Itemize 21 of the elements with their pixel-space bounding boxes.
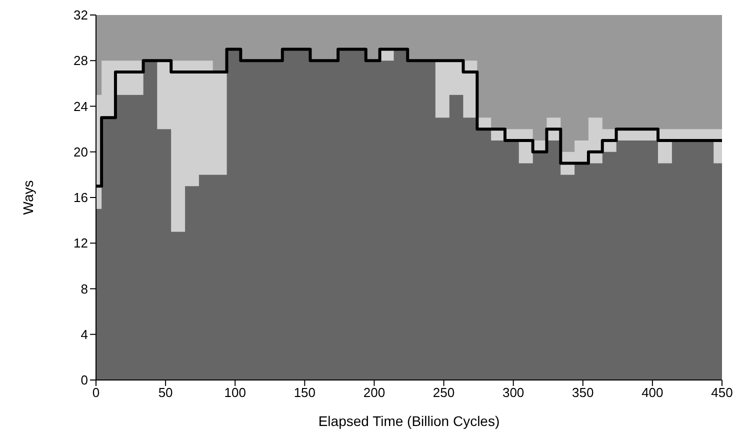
- y-tick-label: 32: [74, 8, 88, 23]
- x-tick-label: 150: [294, 385, 316, 400]
- y-tick-label: 8: [80, 281, 88, 296]
- y-tick-label: 16: [74, 190, 88, 206]
- x-tick-label: 300: [502, 385, 524, 400]
- y-tick-label: 20: [74, 144, 88, 160]
- y-tick-label: 0: [80, 372, 88, 388]
- x-tick-label: 0: [92, 385, 100, 400]
- y-tick-label: 12: [74, 236, 88, 251]
- x-axis-title: Elapsed Time (Billion Cycles): [318, 413, 500, 429]
- x-tick-label: 250: [432, 385, 455, 400]
- x-tick-label: 200: [363, 385, 386, 400]
- y-axis-title: Ways: [20, 180, 36, 215]
- x-tick-label: 450: [711, 385, 733, 400]
- y-tick-label: 4: [80, 326, 88, 342]
- y-tick-label: 28: [74, 53, 88, 68]
- y-tick-label: 24: [74, 98, 88, 114]
- x-tick-label: 400: [642, 385, 664, 400]
- x-tick-label: 100: [224, 385, 246, 400]
- x-tick-label: 50: [158, 385, 173, 400]
- x-tick-label: 350: [572, 385, 594, 400]
